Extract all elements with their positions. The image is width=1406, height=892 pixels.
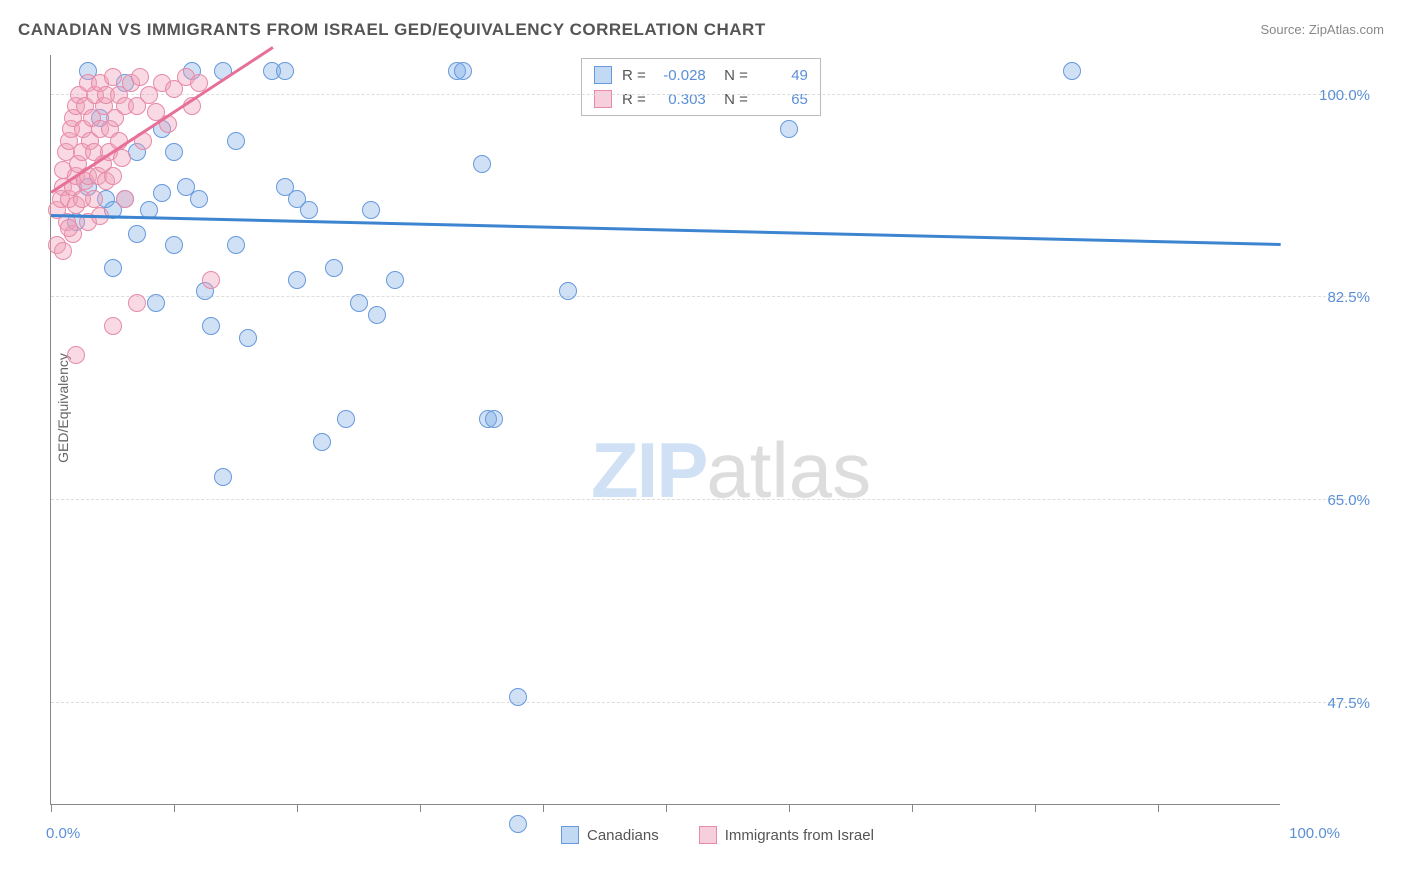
stats-legend: R = -0.028 N = 49 R = 0.303 N = 65 — [581, 58, 821, 116]
legend-label: Canadians — [587, 827, 659, 844]
data-point — [227, 132, 245, 150]
data-point — [147, 294, 165, 312]
data-point — [300, 201, 318, 219]
data-point — [128, 225, 146, 243]
data-point — [116, 190, 134, 208]
x-axis-max-label: 100.0% — [1289, 825, 1340, 842]
data-point — [104, 167, 122, 185]
scatter-chart: ZIPatlas R = -0.028 N = 49 R = 0.303 N =… — [50, 55, 1280, 805]
gridline — [51, 296, 1351, 297]
data-point — [131, 68, 149, 86]
x-axis-min-label: 0.0% — [46, 825, 80, 842]
data-point — [202, 271, 220, 289]
swatch-blue-icon — [594, 66, 612, 84]
data-point — [386, 271, 404, 289]
source-attribution: Source: ZipAtlas.com — [1260, 22, 1384, 37]
data-point — [337, 410, 355, 428]
data-point — [85, 190, 103, 208]
watermark: ZIPatlas — [591, 425, 871, 516]
data-point — [60, 219, 78, 237]
data-point — [362, 201, 380, 219]
x-tick — [297, 804, 298, 812]
legend-label: Immigrants from Israel — [725, 827, 874, 844]
gridline — [51, 499, 1351, 500]
r-val-blue: -0.028 — [656, 67, 706, 84]
x-tick — [543, 804, 544, 812]
bottom-legend: Canadians Immigrants from Israel — [561, 826, 874, 844]
y-tick-label: 82.5% — [1290, 289, 1370, 306]
data-point — [350, 294, 368, 312]
data-point — [165, 143, 183, 161]
data-point — [227, 236, 245, 254]
x-tick — [1158, 804, 1159, 812]
y-tick-label: 65.0% — [1290, 492, 1370, 509]
y-tick-label: 100.0% — [1290, 87, 1370, 104]
data-point — [54, 242, 72, 260]
data-point — [153, 184, 171, 202]
n-label: N = — [716, 67, 748, 84]
data-point — [288, 271, 306, 289]
x-tick — [1035, 804, 1036, 812]
x-tick — [420, 804, 421, 812]
stats-row-pink: R = 0.303 N = 65 — [594, 87, 808, 111]
x-tick — [789, 804, 790, 812]
data-point — [128, 294, 146, 312]
stats-row-blue: R = -0.028 N = 49 — [594, 63, 808, 87]
data-point — [113, 149, 131, 167]
n-val-blue: 49 — [758, 67, 808, 84]
y-tick-label: 47.5% — [1290, 695, 1370, 712]
data-point — [104, 68, 122, 86]
data-point — [454, 62, 472, 80]
gridline — [51, 94, 1351, 95]
gridline — [51, 702, 1351, 703]
watermark-atlas: atlas — [706, 426, 871, 514]
swatch-blue-icon — [561, 826, 579, 844]
data-point — [67, 346, 85, 364]
data-point — [509, 688, 527, 706]
data-point — [104, 317, 122, 335]
data-point — [559, 282, 577, 300]
data-point — [190, 190, 208, 208]
legend-item-canadians: Canadians — [561, 826, 659, 844]
data-point — [509, 815, 527, 833]
data-point — [1063, 62, 1081, 80]
data-point — [780, 120, 798, 138]
data-point — [239, 329, 257, 347]
x-tick — [51, 804, 52, 812]
x-tick — [174, 804, 175, 812]
data-point — [276, 62, 294, 80]
data-point — [202, 317, 220, 335]
x-tick — [666, 804, 667, 812]
swatch-pink-icon — [699, 826, 717, 844]
data-point — [473, 155, 491, 173]
data-point — [485, 410, 503, 428]
r-label: R = — [622, 67, 646, 84]
data-point — [214, 468, 232, 486]
x-tick — [912, 804, 913, 812]
data-point — [104, 259, 122, 277]
chart-title: CANADIAN VS IMMIGRANTS FROM ISRAEL GED/E… — [18, 20, 766, 40]
data-point — [165, 236, 183, 254]
data-point — [325, 259, 343, 277]
data-point — [313, 433, 331, 451]
watermark-zip: ZIP — [591, 426, 706, 514]
legend-item-israel: Immigrants from Israel — [699, 826, 874, 844]
data-point — [368, 306, 386, 324]
